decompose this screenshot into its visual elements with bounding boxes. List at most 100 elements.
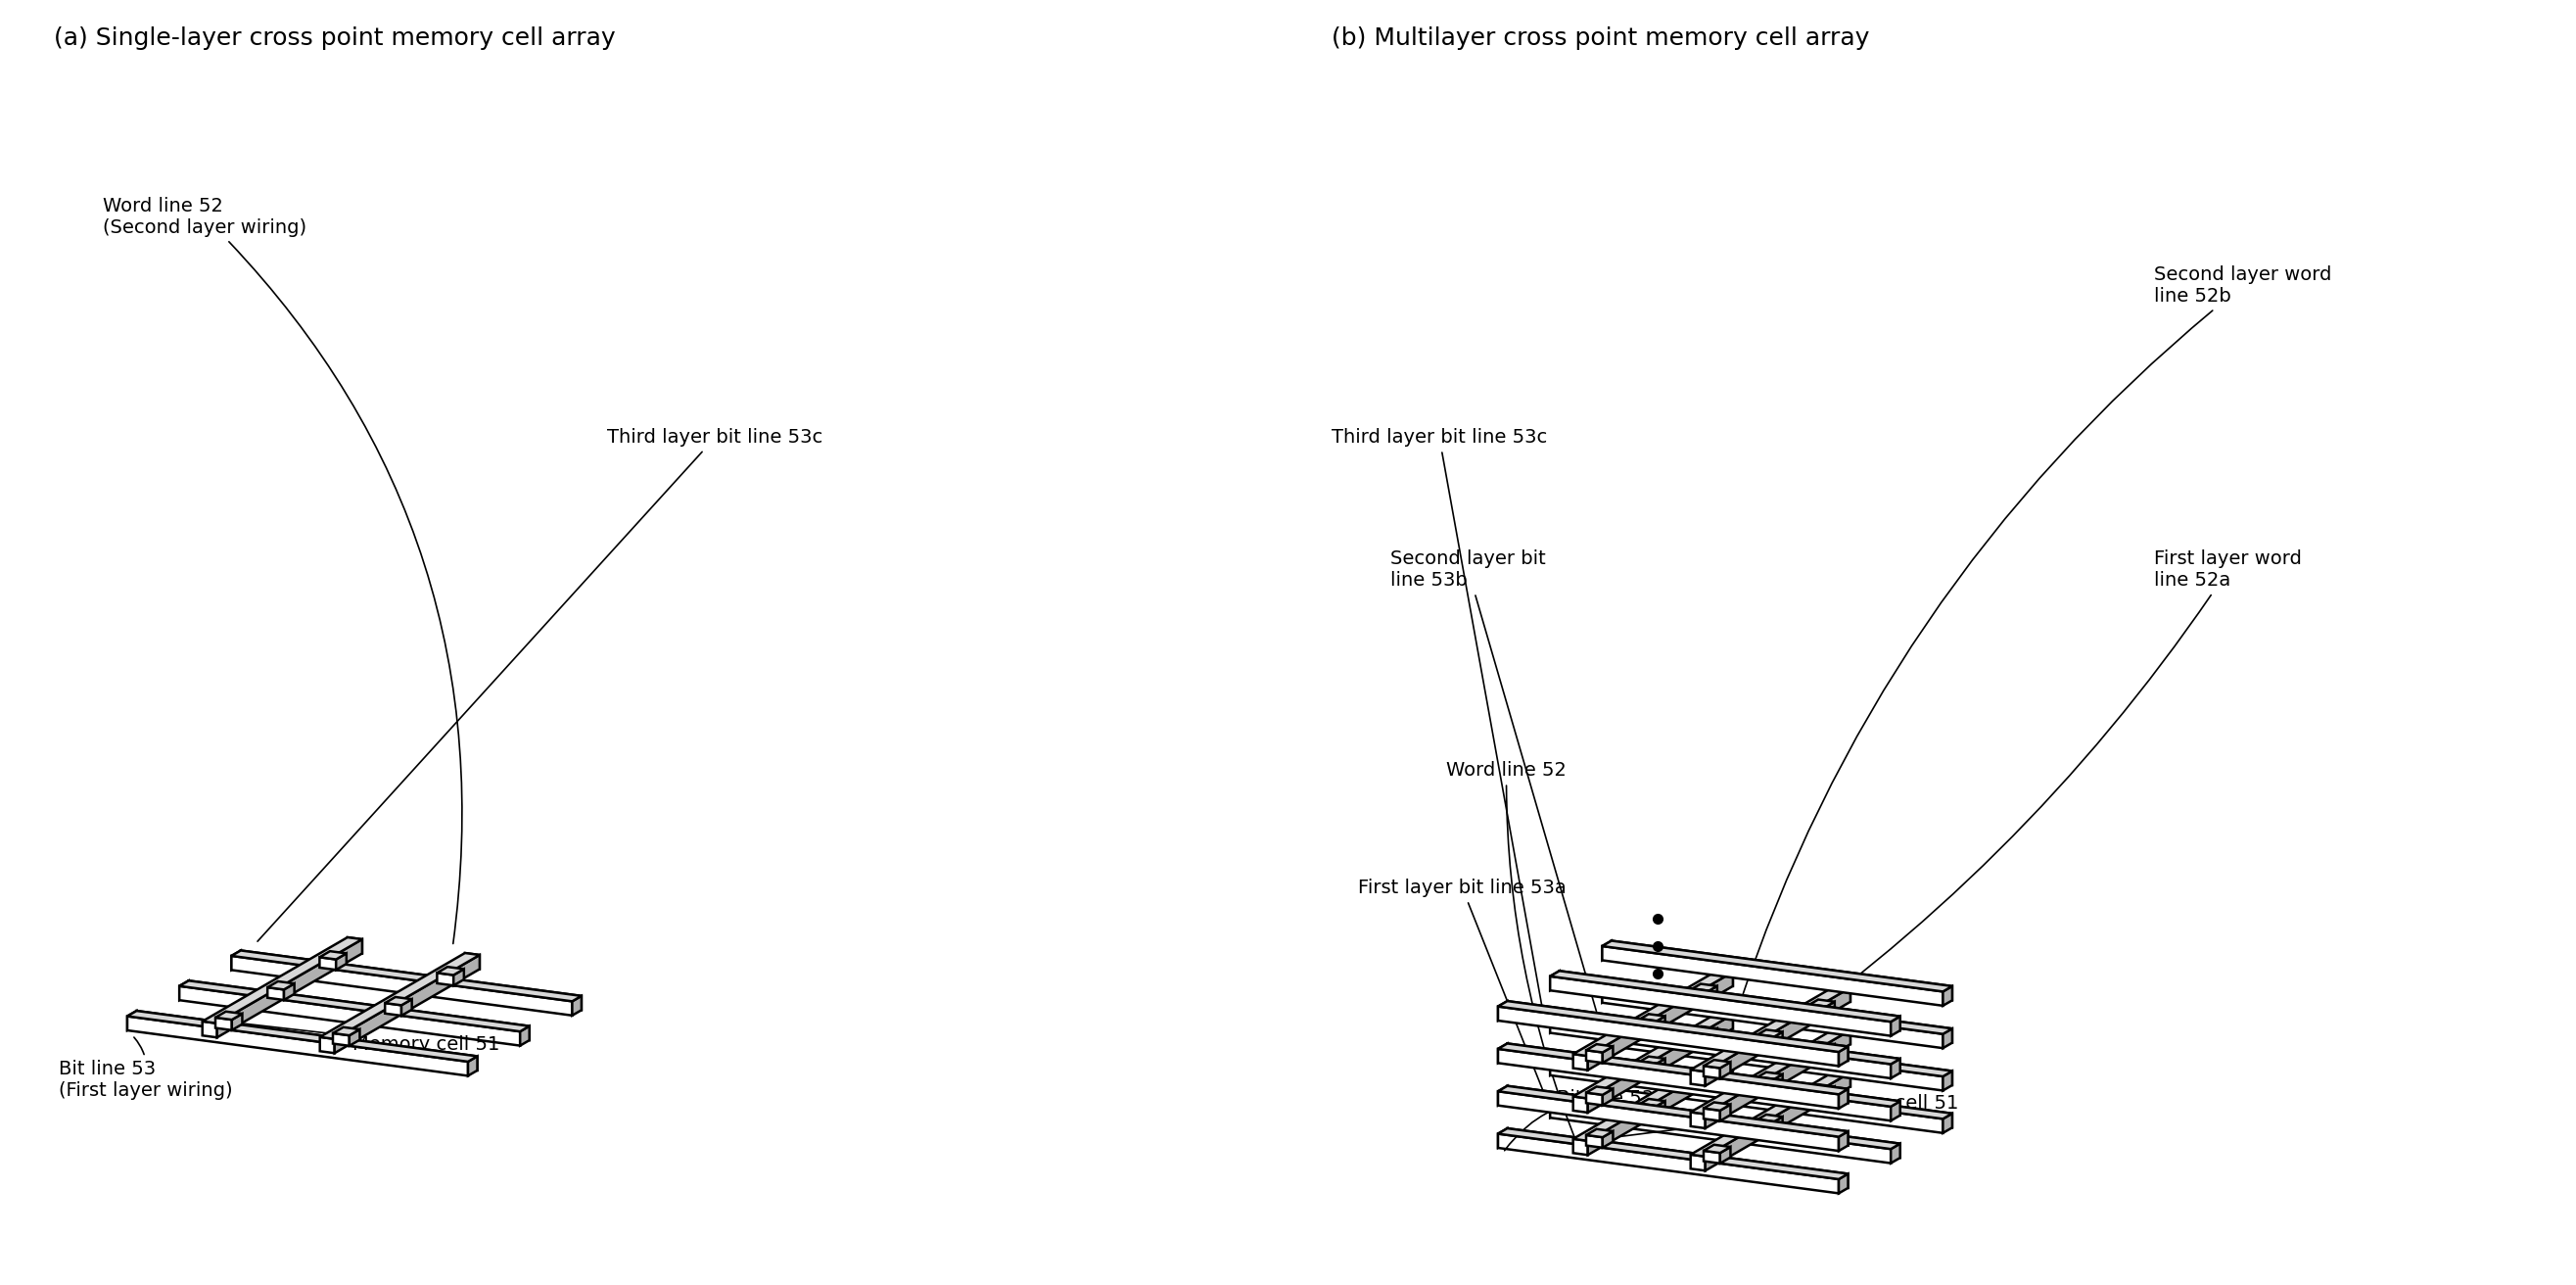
Polygon shape (1808, 1006, 1824, 1018)
Polygon shape (1942, 1070, 1953, 1091)
Polygon shape (1602, 946, 1942, 1006)
Polygon shape (1587, 1050, 1602, 1063)
Polygon shape (1551, 1056, 1901, 1106)
Polygon shape (180, 986, 520, 1046)
Polygon shape (188, 980, 531, 1041)
Polygon shape (1839, 1131, 1847, 1151)
Polygon shape (466, 953, 479, 969)
Polygon shape (1499, 1133, 1839, 1194)
Text: First layer bit line 53a: First layer bit line 53a (1358, 879, 1566, 1105)
Polygon shape (1690, 1112, 1705, 1128)
Polygon shape (1703, 1108, 1721, 1121)
Polygon shape (1587, 971, 1734, 1070)
Polygon shape (1837, 1070, 1850, 1087)
Polygon shape (319, 951, 345, 960)
Polygon shape (1558, 1099, 1901, 1158)
Polygon shape (1551, 1019, 1891, 1078)
Text: (b) Multilayer cross point memory cell array: (b) Multilayer cross point memory cell a… (1332, 27, 1870, 50)
Polygon shape (348, 937, 363, 953)
Polygon shape (1574, 970, 1734, 1056)
Polygon shape (1824, 1087, 1834, 1103)
Polygon shape (1891, 1016, 1901, 1036)
Polygon shape (1654, 1016, 1664, 1033)
Polygon shape (180, 980, 531, 1032)
Polygon shape (1602, 941, 1613, 960)
Polygon shape (1587, 1092, 1602, 1105)
Polygon shape (1824, 1045, 1834, 1060)
Polygon shape (1808, 1091, 1824, 1103)
Text: Word line 52
(Second layer wiring): Word line 52 (Second layer wiring) (103, 197, 461, 943)
Polygon shape (572, 996, 582, 1015)
Polygon shape (1551, 1061, 1891, 1121)
Polygon shape (453, 969, 464, 986)
Polygon shape (1708, 1028, 1718, 1045)
Polygon shape (1499, 1128, 1507, 1148)
Polygon shape (1613, 1068, 1953, 1128)
Text: Bit line 53
(First layer wiring): Bit line 53 (First layer wiring) (59, 1037, 232, 1100)
Polygon shape (469, 1056, 477, 1076)
Polygon shape (1551, 971, 1901, 1022)
Polygon shape (1613, 983, 1953, 1042)
Polygon shape (1558, 971, 1901, 1031)
Polygon shape (1551, 971, 1558, 991)
Polygon shape (1808, 1085, 1834, 1092)
Polygon shape (1499, 1001, 1507, 1020)
Polygon shape (1721, 1148, 1731, 1163)
Polygon shape (1690, 1154, 1705, 1171)
Polygon shape (402, 1000, 412, 1015)
Polygon shape (1551, 977, 1891, 1036)
Polygon shape (1703, 1103, 1731, 1110)
Polygon shape (1638, 1063, 1654, 1076)
Polygon shape (1703, 1145, 1731, 1153)
Polygon shape (1839, 1046, 1847, 1067)
Polygon shape (1705, 988, 1850, 1086)
Polygon shape (1638, 1014, 1664, 1023)
Polygon shape (1772, 1117, 1783, 1133)
Polygon shape (1891, 1101, 1901, 1121)
Polygon shape (1574, 1096, 1587, 1113)
Polygon shape (1551, 1104, 1891, 1163)
Polygon shape (1499, 1086, 1847, 1137)
Polygon shape (1558, 1014, 1901, 1073)
Polygon shape (1551, 1014, 1558, 1033)
Polygon shape (1499, 1043, 1507, 1063)
Polygon shape (1690, 1032, 1708, 1045)
Polygon shape (1718, 970, 1734, 986)
Polygon shape (1837, 1028, 1850, 1045)
Polygon shape (1507, 1086, 1847, 1145)
Text: Second layer word
line 52b: Second layer word line 52b (1739, 266, 2331, 1007)
Polygon shape (1551, 1056, 1558, 1076)
Polygon shape (180, 980, 188, 1000)
Polygon shape (1602, 983, 1613, 1002)
Text: Word line 52: Word line 52 (1445, 762, 1577, 1144)
Polygon shape (1551, 1099, 1558, 1118)
Polygon shape (216, 939, 363, 1037)
Polygon shape (319, 957, 335, 970)
Text: Second layer bit
line 53b: Second layer bit line 53b (1391, 550, 1602, 1028)
Text: Third layer bit line 53c: Third layer bit line 53c (258, 428, 822, 942)
Polygon shape (1654, 1059, 1664, 1076)
Polygon shape (1602, 1131, 1613, 1148)
Polygon shape (1602, 941, 1953, 992)
Polygon shape (1690, 986, 1850, 1072)
Polygon shape (438, 966, 464, 975)
Polygon shape (1690, 1069, 1718, 1077)
Polygon shape (1602, 1088, 1613, 1105)
Polygon shape (1499, 1006, 1839, 1067)
Polygon shape (319, 953, 479, 1040)
Polygon shape (1551, 1099, 1901, 1149)
Polygon shape (1690, 1027, 1718, 1034)
Polygon shape (1602, 1073, 1942, 1133)
Polygon shape (1808, 1049, 1824, 1060)
Polygon shape (1690, 989, 1708, 1002)
Polygon shape (1703, 1060, 1731, 1068)
Polygon shape (1839, 1088, 1847, 1109)
Polygon shape (1808, 1042, 1834, 1050)
Polygon shape (1499, 1049, 1839, 1109)
Polygon shape (268, 982, 294, 989)
Polygon shape (204, 937, 363, 1023)
Polygon shape (520, 1027, 531, 1046)
Polygon shape (1837, 986, 1850, 1002)
Polygon shape (1574, 1013, 1734, 1099)
Polygon shape (1690, 1070, 1850, 1156)
